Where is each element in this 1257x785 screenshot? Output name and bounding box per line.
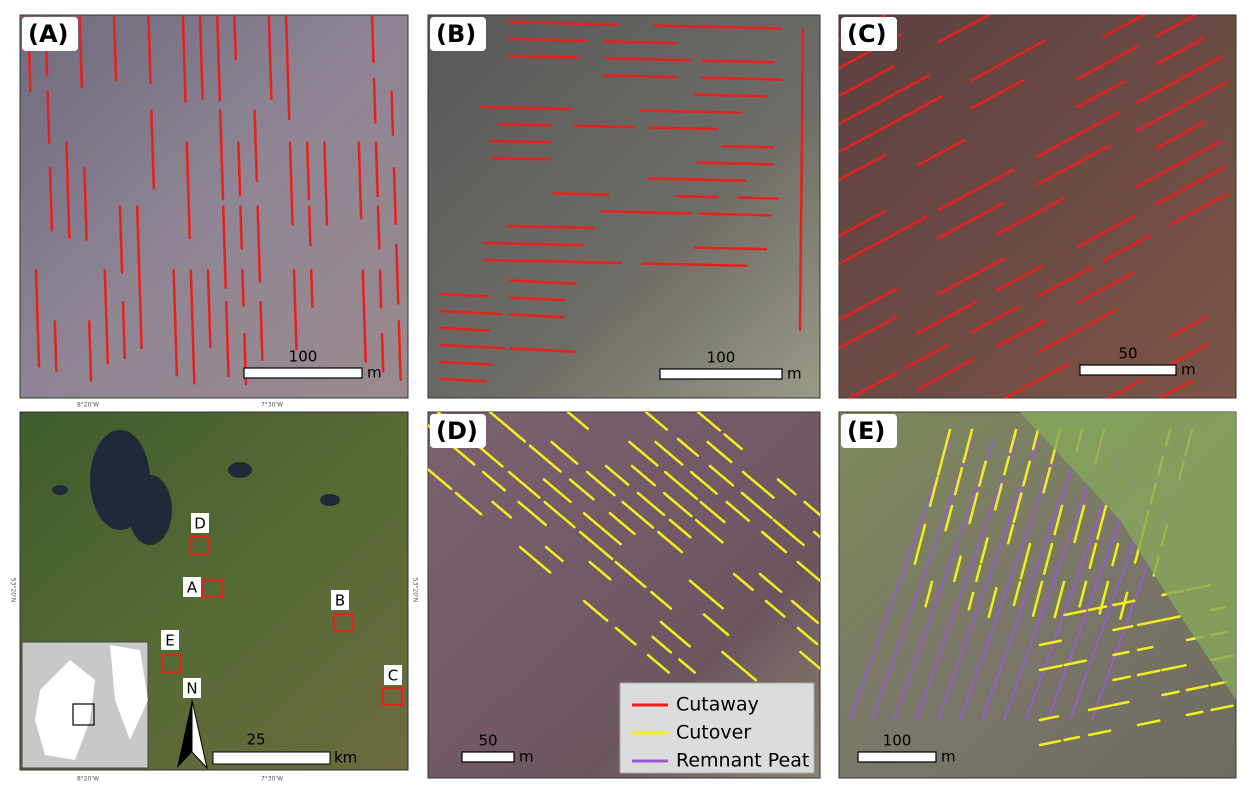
drain-line: [378, 207, 379, 249]
drain-line: [701, 214, 771, 216]
scale-value: 100: [289, 348, 318, 366]
drain-line: [242, 270, 243, 305]
graticule-label: 8°20'W: [77, 402, 99, 409]
panel-label: (B): [436, 20, 476, 48]
scale-value: 100: [707, 349, 736, 367]
drain-line: [553, 193, 608, 194]
graticule-label: 53°20'N: [10, 578, 17, 602]
panel: (E) 100 m: [839, 412, 1236, 778]
scale-unit: km: [334, 749, 357, 767]
drain-line: [394, 168, 396, 224]
aerial-image: [20, 15, 408, 398]
drain-line: [380, 270, 381, 307]
drain-line: [575, 126, 634, 127]
scale-value: 50: [478, 732, 497, 750]
panel-label: (E): [847, 417, 885, 445]
panel-label: (C): [847, 20, 887, 48]
scale-unit: m: [519, 748, 534, 766]
drain-line: [309, 207, 310, 246]
drain-line: [238, 143, 240, 196]
drain-line: [604, 75, 676, 77]
scale-unit: m: [367, 364, 382, 382]
north-label: N: [186, 680, 197, 698]
drain-line: [723, 146, 773, 147]
overview-map: D A B E C N 25 km 8°20'W 8°20'W 7°30'W 7°30'W 53°20'…: [10, 402, 419, 783]
panel: (A) 100 m: [20, 15, 418, 398]
drain-line: [234, 15, 235, 59]
drain-line: [492, 158, 550, 159]
drain-line: [307, 143, 309, 199]
drain-line: [409, 111, 411, 189]
drain-line: [374, 79, 375, 123]
graticule-label: 7°30'W: [261, 402, 283, 409]
site-label: B: [335, 592, 345, 610]
drain-line: [703, 61, 774, 63]
drain-line: [372, 15, 373, 62]
lake: [228, 462, 252, 478]
panel-label: (D): [436, 417, 478, 445]
drain-line: [490, 141, 550, 142]
scale-unit: m: [1181, 361, 1196, 379]
drain-line: [412, 207, 415, 294]
site-label: E: [165, 632, 174, 650]
panel: (B) 100 m: [428, 15, 820, 398]
legend-label: Remnant Peat: [676, 750, 809, 772]
aerial-image: [839, 15, 1236, 398]
drain-line: [738, 198, 778, 199]
scale-unit: m: [787, 365, 802, 383]
legend-label: Cutaway: [676, 694, 759, 716]
drain-line: [905, 0, 963, 4]
drain-line: [240, 207, 241, 249]
aerial-image: [428, 15, 820, 398]
scale-unit: m: [941, 748, 956, 766]
drain-line: [311, 270, 312, 306]
scale-bar: [660, 369, 782, 379]
drain-line: [650, 128, 716, 130]
drain-line: [376, 143, 378, 196]
site-label: A: [187, 579, 198, 597]
lake: [320, 494, 340, 506]
figure: (A) 100 m (B) 100 m (C) 50 m (D) 50 m (E) 100 m D A B E C N…: [0, 0, 1257, 785]
drain-line: [48, 92, 50, 143]
legend-label: Cutover: [676, 722, 751, 744]
drain-line: [382, 334, 383, 371]
drain-line: [123, 302, 125, 358]
drain-line: [695, 95, 766, 97]
drain-line: [695, 248, 766, 250]
lake: [52, 485, 68, 495]
scale-bar: [462, 752, 514, 762]
drain-line: [677, 196, 718, 197]
drain-line: [55, 321, 57, 370]
panel-label: (A): [28, 20, 69, 48]
drain-line: [500, 124, 550, 125]
drain-line: [697, 163, 772, 165]
scale-bar: [244, 368, 362, 378]
drain-line: [415, 302, 417, 372]
scale-bar: [1080, 365, 1176, 375]
legend: Cutaway Cutover Remnant Peat: [620, 683, 814, 773]
scale-value: 50: [1118, 345, 1137, 363]
site-label: C: [388, 667, 398, 685]
lake: [128, 475, 172, 545]
graticule-label: 53°20'N: [412, 578, 419, 602]
scale-value: 25: [246, 731, 265, 749]
site-label: D: [194, 515, 206, 533]
graticule-label: 8°20'W: [77, 776, 99, 783]
drain-line: [1104, 0, 1209, 9]
scale-bar: [858, 752, 936, 762]
scale-value: 100: [883, 732, 912, 750]
scale-bar: [213, 752, 330, 764]
graticule-label: 7°30'W: [261, 776, 283, 783]
drain-line: [509, 56, 577, 58]
drain-line: [392, 92, 393, 135]
drain-line: [605, 41, 676, 43]
